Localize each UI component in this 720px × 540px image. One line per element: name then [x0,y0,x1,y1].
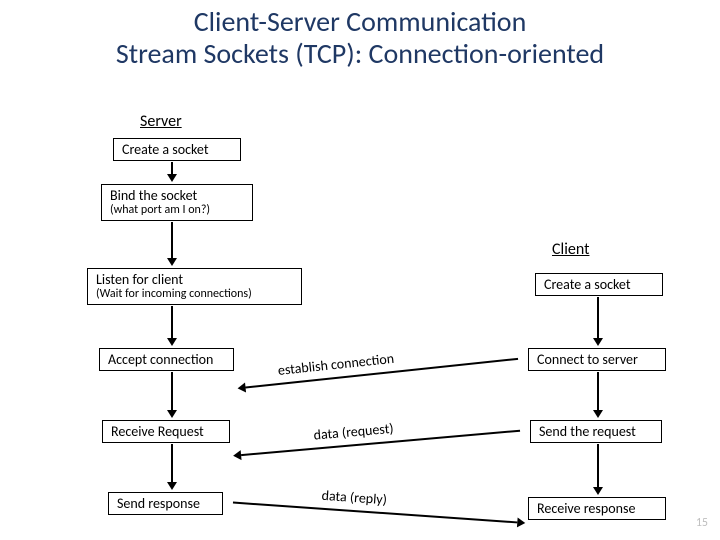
node-label: Accept connection [108,352,225,368]
node-c_recv: Receive response [528,497,666,520]
node-label: Listen for client [96,272,293,288]
node-s_recv: Receive Request [102,420,230,443]
node-label: Create a socket [122,142,232,158]
node-c_create: Create a socket [535,273,663,296]
arrow-head-icon [237,383,246,394]
arrow-down [171,222,173,258]
node-label: Receive response [537,501,657,517]
node-sublabel: (what port am I on?) [110,204,244,218]
arrow-head-icon [167,410,177,418]
node-c_connect: Connect to server [528,348,666,371]
arrow-head-icon [517,517,526,528]
node-s_accept: Accept connection [99,348,234,371]
edge-label: data (reply) [321,487,387,509]
column-header-client: Client [552,240,589,259]
arrow-down [171,306,173,338]
arrow-head-icon [167,258,177,266]
title-line-1: Client-Server Communication [0,6,720,38]
node-c_send: Send the request [530,420,662,443]
edge-label: data (request) [313,420,394,444]
arrow-head-icon [593,487,603,495]
arrow-down [597,372,599,410]
arrow-down [171,372,173,410]
edge: data (request) [233,430,528,456]
node-label: Send response [117,496,214,512]
arrow-down [597,297,599,338]
node-label: Send the request [539,424,653,440]
arrow-head-icon [593,410,603,418]
node-label: Receive Request [111,424,221,440]
arrow-head-icon [593,338,603,346]
column-header-server: Server [140,112,182,131]
node-s_listen: Listen for client(Wait for incoming conn… [87,268,302,305]
arrow-head-icon [167,174,177,182]
edge: data (reply) [225,502,525,523]
arrow-down [171,444,173,482]
edge: establish connection [238,358,526,388]
node-label: Connect to server [537,352,657,368]
page-number: 15 [696,516,708,530]
arrow-head-icon [233,450,242,461]
arrow-down [171,162,173,174]
node-label: Bind the socket [110,188,244,204]
arrow-head-icon [167,482,177,490]
node-s_bind: Bind the socket(what port am I on?) [101,184,253,221]
title-line-2: Stream Sockets (TCP): Connection-oriente… [0,38,720,70]
node-sublabel: (Wait for incoming connections) [96,288,293,302]
arrow-head-icon [167,338,177,346]
arrow-down [597,444,599,487]
node-s_create: Create a socket [113,138,241,161]
node-s_send: Send response [108,492,223,515]
node-label: Create a socket [544,277,654,293]
